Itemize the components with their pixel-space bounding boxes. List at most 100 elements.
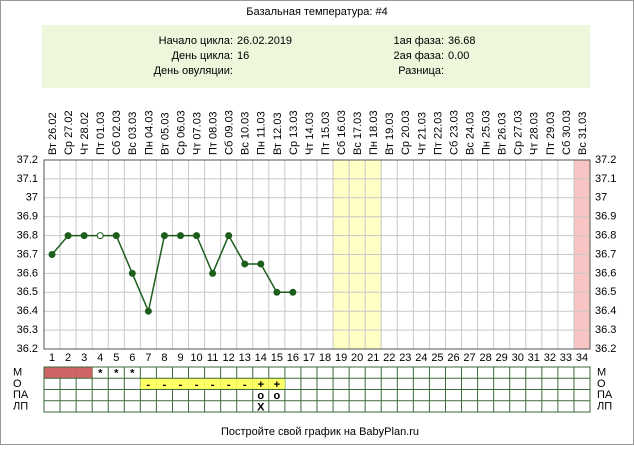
plot-border (43, 159, 591, 350)
point (193, 232, 201, 240)
row-label: О (13, 378, 22, 390)
cell-mark: - (163, 379, 167, 391)
point (177, 232, 184, 240)
y-tick-label: 36.9 (17, 211, 38, 223)
date-label: Вт 12.03 (272, 112, 284, 155)
row-label: О (597, 378, 606, 390)
info-value: 26.02.2019 (237, 35, 292, 47)
info-value: 0.00 (448, 50, 469, 62)
y-tick-label: 36.5 (17, 286, 38, 298)
cell-mark: * (98, 368, 103, 380)
x-tick-label: 25 (431, 352, 443, 364)
date-label: Вт 19.03 (384, 112, 396, 155)
x-tick-label: 1 (49, 352, 55, 364)
date-label: Вт 26.03 (497, 112, 509, 155)
table-cell (220, 378, 237, 390)
y-tick-label: 36.8 (17, 230, 38, 242)
table-cell (172, 378, 189, 390)
table-cell (156, 378, 173, 390)
cell-mark: - (227, 379, 231, 391)
cell-mark: + (258, 379, 264, 391)
series-line (51, 233, 293, 314)
x-tick-label: 20 (351, 352, 363, 364)
date-label: Вт 26.02 (47, 112, 59, 155)
table-cell (60, 367, 77, 379)
date-label: Пт 22.03 (432, 111, 444, 155)
date-label: Пт 15.03 (320, 111, 332, 155)
x-tick-label: 10 (190, 352, 202, 364)
info-label: 1ая фаза: (393, 35, 444, 47)
x-tick-label: 28 (479, 352, 491, 364)
date-label: Сб 30.03 (561, 110, 573, 155)
row-label: ПА (13, 389, 29, 401)
point (160, 232, 168, 240)
table-cell (252, 378, 269, 390)
y-tick-label: 36.6 (17, 267, 38, 279)
table-cell (76, 367, 93, 379)
date-label: Вс 10.03 (240, 112, 252, 155)
date-label: Сб 23.03 (448, 110, 460, 155)
x-tick-label: 33 (560, 352, 572, 364)
date-label: Пт 01.03 (95, 111, 107, 155)
date-label: Сб 09.03 (224, 110, 236, 155)
x-tick-label: 7 (145, 352, 151, 364)
table-cell (236, 378, 253, 390)
x-tick-label: 29 (496, 352, 508, 364)
cell-mark: + (274, 379, 280, 391)
date-label: Чт 28.02 (79, 112, 91, 155)
table-border (43, 366, 591, 413)
date-label: Чт 07.03 (191, 112, 203, 155)
y-tick-label: 36.4 (17, 305, 38, 317)
cell-mark: - (243, 379, 247, 391)
date-label: Пт 08.03 (208, 111, 220, 155)
row-label: ПА (597, 389, 613, 401)
x-tick-label: 3 (81, 352, 87, 364)
date-label: Сб 16.03 (336, 110, 348, 155)
y-tick-label: 36.9 (595, 211, 616, 223)
y-tick-label: 36.5 (595, 286, 616, 298)
y-tick-label: 37 (595, 192, 607, 204)
x-tick-label: 8 (161, 352, 167, 364)
point (209, 269, 217, 277)
point (96, 232, 104, 240)
date-label: Чт 21.03 (416, 112, 428, 155)
point (225, 232, 233, 240)
y-tick-label: 36.2 (17, 343, 38, 355)
info-label: Разница: (398, 65, 444, 77)
x-tick-label: 19 (335, 352, 347, 364)
table-cell (268, 378, 285, 390)
x-tick-label: 9 (177, 352, 183, 364)
cell-mark: - (147, 379, 151, 391)
x-tick-label: 22 (383, 352, 395, 364)
x-tick-label: 15 (271, 352, 283, 364)
x-tick-label: 16 (287, 352, 299, 364)
y-tick-label: 37.1 (595, 173, 616, 185)
y-tick-label: 36.8 (595, 230, 616, 242)
y-tick-label: 36.3 (595, 324, 616, 336)
y-tick-label: 37.2 (595, 154, 616, 166)
x-tick-label: 11 (207, 352, 218, 364)
x-tick-label: 18 (319, 352, 331, 364)
date-label: Пн 25.03 (481, 110, 493, 155)
row-label: ЛП (597, 400, 612, 412)
point (80, 232, 88, 240)
info-label: День овуляции: (154, 65, 233, 77)
date-label: Вт 05.03 (159, 112, 171, 155)
point (241, 260, 249, 268)
date-label: Ср 06.03 (175, 110, 187, 155)
date-label: Пн 18.03 (368, 110, 380, 155)
info-label: Начало цикла: (159, 35, 233, 47)
date-label: Сб 02.03 (111, 110, 123, 155)
x-tick-label: 13 (239, 352, 251, 364)
point (144, 307, 152, 315)
info-value: 16 (237, 50, 249, 62)
x-tick-label: 17 (303, 352, 315, 364)
y-tick-label: 36.4 (595, 305, 616, 317)
cell-mark: o (257, 390, 264, 402)
row-label: ЛП (13, 400, 28, 412)
point (128, 269, 136, 277)
table-cell (204, 378, 221, 390)
date-label: Ср 13.03 (288, 110, 300, 155)
y-tick-label: 36.7 (17, 248, 38, 260)
